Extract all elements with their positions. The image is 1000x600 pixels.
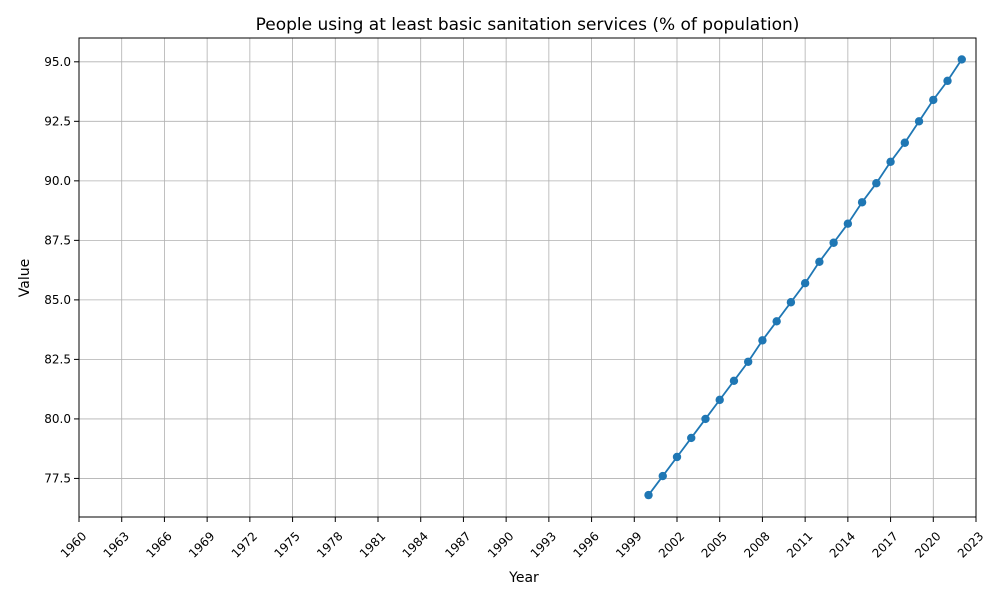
data-point xyxy=(787,298,795,306)
data-point xyxy=(929,96,937,104)
grid-lines xyxy=(79,38,976,517)
data-point xyxy=(958,55,966,63)
chart-title: People using at least basic sanitation s… xyxy=(256,15,800,35)
x-tick-label: 2002 xyxy=(656,529,687,560)
data-point xyxy=(915,117,923,125)
x-tick-label: 1960 xyxy=(58,529,89,560)
x-axis-ticks: 1960 1963 1966 1969 1972 1975 1978 1981 1984 1987… xyxy=(58,517,986,561)
data-point xyxy=(815,258,823,266)
x-tick-label: 1981 xyxy=(357,529,388,560)
y-tick-label: 92.5 xyxy=(44,114,71,128)
x-tick-label: 2023 xyxy=(955,529,986,560)
y-tick-label: 82.5 xyxy=(44,352,71,366)
data-point xyxy=(744,358,752,366)
y-tick-label: 85.0 xyxy=(44,293,71,307)
y-tick-label: 90.0 xyxy=(44,174,71,188)
data-point xyxy=(659,472,667,480)
data-point xyxy=(886,158,894,166)
x-tick-label: 2011 xyxy=(784,529,815,560)
x-tick-label: 1993 xyxy=(528,529,559,560)
data-point xyxy=(829,239,837,247)
plot-frame xyxy=(79,38,976,517)
x-tick-label: 2017 xyxy=(869,529,900,560)
x-tick-label: 1969 xyxy=(186,529,217,560)
x-axis-label: Year xyxy=(508,570,539,586)
y-axis-ticks: 77.5 80.0 82.5 85.0 87.5 90.0 92.5 95.0 xyxy=(44,55,79,486)
data-point xyxy=(730,377,738,385)
data-point xyxy=(801,279,809,287)
y-axis-label: Value xyxy=(17,259,33,297)
data-point xyxy=(673,453,681,461)
data-point xyxy=(644,491,652,499)
x-tick-label: 2014 xyxy=(827,529,858,560)
x-tick-label: 1978 xyxy=(314,529,345,560)
y-tick-label: 77.5 xyxy=(44,471,71,485)
x-tick-label: 2008 xyxy=(741,529,772,560)
data-point xyxy=(687,434,695,442)
data-point xyxy=(872,179,880,187)
x-tick-label: 1972 xyxy=(229,529,260,560)
y-tick-label: 87.5 xyxy=(44,233,71,247)
x-tick-label: 1984 xyxy=(400,529,431,560)
data-point xyxy=(716,396,724,404)
data-point xyxy=(858,198,866,206)
x-tick-label: 1987 xyxy=(442,529,473,560)
x-tick-label: 1963 xyxy=(101,529,132,560)
data-point xyxy=(844,219,852,227)
data-point xyxy=(772,317,780,325)
data-point xyxy=(701,415,709,423)
x-tick-label: 1966 xyxy=(143,529,174,560)
y-tick-label: 95.0 xyxy=(44,55,71,69)
data-point xyxy=(943,77,951,85)
x-tick-label: 2020 xyxy=(912,529,943,560)
x-tick-label: 1996 xyxy=(570,529,601,560)
x-tick-label: 2005 xyxy=(699,529,730,560)
x-tick-label: 1990 xyxy=(485,529,516,560)
data-point xyxy=(901,139,909,147)
data-point xyxy=(758,336,766,344)
x-tick-label: 1999 xyxy=(613,529,644,560)
y-tick-label: 80.0 xyxy=(44,412,71,426)
x-tick-label: 1975 xyxy=(271,529,302,560)
